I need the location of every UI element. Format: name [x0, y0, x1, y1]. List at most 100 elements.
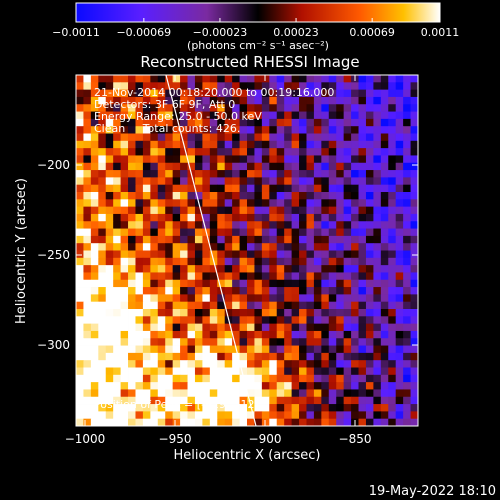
heatmap-cell — [113, 272, 121, 281]
heatmap-cell — [98, 199, 107, 208]
heatmap-cell — [254, 177, 263, 186]
heatmap-cell — [269, 126, 278, 134]
heatmap-cell — [410, 257, 418, 266]
heatmap-cell — [202, 411, 211, 420]
heatmap-cell — [380, 82, 389, 91]
heatmap-cell — [98, 411, 107, 420]
heatmap-cell — [224, 140, 233, 149]
heatmap-cell — [373, 352, 382, 361]
heatmap-cell — [180, 199, 188, 208]
heatmap-cell — [269, 411, 278, 420]
heatmap-cell — [83, 118, 92, 127]
heatmap-cell — [299, 199, 307, 208]
heatmap-cell — [299, 352, 307, 361]
heatmap-cell — [172, 162, 181, 171]
heatmap-cell — [142, 316, 151, 325]
heatmap-cell — [351, 382, 359, 390]
heatmap-cell — [217, 228, 226, 237]
colorbar-tick-label: 0.0011 — [421, 26, 460, 39]
heatmap-cell — [180, 338, 188, 346]
heatmap-cell — [365, 155, 374, 164]
heatmap-cell — [343, 82, 352, 91]
heatmap-cell — [90, 140, 99, 149]
heatmap-cell — [128, 323, 136, 332]
heatmap-cell — [113, 126, 121, 134]
heatmap-cell — [373, 345, 382, 354]
heatmap-cell — [76, 345, 84, 354]
heatmap-cell — [299, 411, 307, 420]
heatmap-cell — [209, 404, 218, 412]
heatmap-cell — [351, 330, 359, 339]
heatmap-cell — [247, 352, 255, 361]
heatmap-cell — [410, 316, 418, 325]
heatmap-cell — [299, 111, 307, 120]
heatmap-cell — [373, 396, 382, 405]
heatmap-cell — [150, 213, 159, 222]
heatmap-cell — [254, 309, 263, 317]
heatmap-cell — [194, 352, 203, 361]
heatmap-cell — [291, 104, 300, 112]
heatmap-cell — [202, 360, 211, 368]
heatmap-cell — [209, 374, 218, 383]
heatmap-cell — [365, 177, 374, 186]
heatmap-cell — [150, 279, 159, 288]
heatmap-cell — [172, 287, 181, 295]
heatmap-cell — [113, 140, 121, 149]
heatmap-cell — [373, 338, 382, 346]
heatmap-cell — [299, 75, 307, 83]
x-tick-label: −950 — [159, 432, 192, 446]
heatmap-cell — [224, 177, 233, 186]
heatmap-cell — [105, 162, 114, 171]
heatmap-cell — [299, 265, 307, 273]
heatmap-cell — [403, 235, 411, 244]
heatmap-cell — [380, 235, 389, 244]
heatmap-cell — [128, 418, 136, 426]
heatmap-cell — [135, 265, 144, 273]
heatmap-cell — [306, 309, 315, 317]
heatmap-cell — [395, 411, 404, 420]
heatmap-cell — [239, 133, 248, 142]
heatmap-cell — [135, 382, 144, 390]
heatmap-cell — [328, 221, 337, 229]
heatmap-cell — [98, 360, 107, 368]
heatmap-cell — [388, 184, 397, 193]
annotation-counts: Clean Total counts: 426. — [94, 122, 240, 135]
heatmap-cell — [336, 352, 345, 361]
heatmap-cell — [76, 418, 84, 426]
heatmap-cell — [128, 352, 136, 361]
heatmap-cell — [247, 213, 255, 222]
heatmap-cell — [194, 221, 203, 229]
heatmap-cell — [291, 75, 300, 83]
heatmap-cell — [306, 382, 315, 390]
heatmap-cell — [98, 140, 107, 149]
heatmap-cell — [83, 111, 92, 120]
heatmap-cell — [247, 257, 255, 266]
heatmap-cell — [261, 250, 270, 259]
heatmap-cell — [351, 367, 359, 376]
heatmap-cell — [172, 206, 181, 215]
heatmap-cell — [351, 126, 359, 134]
heatmap-cell — [261, 162, 270, 171]
heatmap-cell — [395, 309, 404, 317]
heatmap-cell — [76, 235, 84, 244]
heatmap-cell — [313, 367, 322, 376]
heatmap-cell — [336, 279, 345, 288]
heatmap-cell — [172, 148, 181, 156]
heatmap-cell — [217, 382, 226, 390]
heatmap-cell — [261, 213, 270, 222]
heatmap-cell — [135, 411, 144, 420]
heatmap-cell — [165, 265, 174, 273]
heatmap-cell — [351, 221, 359, 229]
heatmap-cell — [128, 287, 136, 295]
heatmap-cell — [343, 338, 352, 346]
heatmap-cell — [328, 111, 337, 120]
heatmap-cell — [76, 316, 84, 325]
heatmap-cell — [276, 389, 285, 398]
heatmap-cell — [373, 418, 382, 426]
heatmap-cell — [299, 213, 307, 222]
heatmap-cell — [365, 287, 374, 295]
heatmap-cell — [276, 82, 285, 91]
heatmap-cell — [202, 140, 211, 149]
heatmap-cell — [380, 148, 389, 156]
heatmap-cell — [128, 243, 136, 251]
